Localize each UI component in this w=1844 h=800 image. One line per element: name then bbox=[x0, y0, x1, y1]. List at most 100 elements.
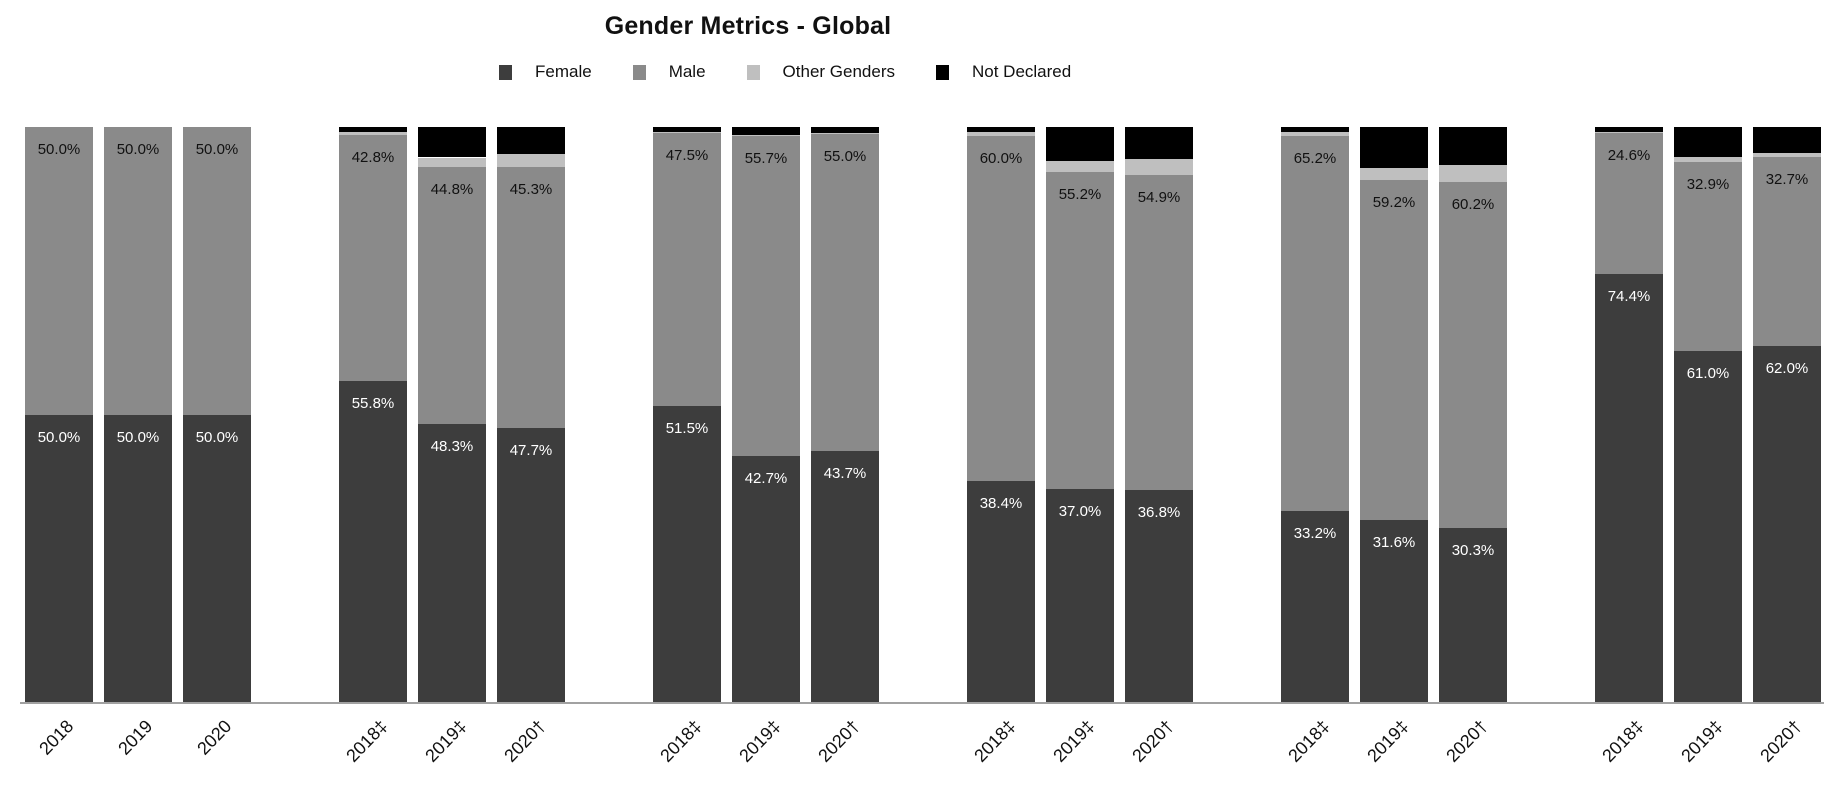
bar-segment-female[interactable] bbox=[497, 427, 565, 702]
bar-segment-other-genders[interactable] bbox=[732, 135, 800, 137]
legend-swatch-icon bbox=[936, 64, 949, 80]
male-percent-label: 44.8% bbox=[430, 180, 474, 198]
bar-segment-female[interactable] bbox=[1674, 351, 1742, 702]
legend-item-male[interactable]: Male bbox=[632, 62, 706, 82]
bar-segment-not-declared[interactable] bbox=[811, 127, 879, 134]
female-percent-label: 37.0% bbox=[1058, 503, 1102, 521]
male-percent-label: 55.0% bbox=[823, 148, 867, 166]
bar-segment-other-genders[interactable] bbox=[1281, 132, 1349, 137]
bar-segment-female[interactable] bbox=[967, 481, 1035, 702]
bar-segment-female[interactable] bbox=[104, 414, 172, 702]
bar-segment-not-declared[interactable] bbox=[339, 127, 407, 133]
stacked-bar: 42.8% 55.8% bbox=[339, 127, 407, 702]
bar-segment-male[interactable] bbox=[1595, 132, 1663, 275]
male-percent-label: 24.6% bbox=[1607, 146, 1651, 164]
bar-segment-other-genders[interactable] bbox=[1046, 160, 1114, 172]
bar-segment-female[interactable] bbox=[1439, 527, 1507, 702]
bar-segment-male[interactable] bbox=[967, 136, 1035, 482]
female-percent-label: 48.3% bbox=[430, 438, 474, 456]
bar-segment-female[interactable] bbox=[732, 456, 800, 702]
bar-segment-male[interactable] bbox=[1360, 179, 1428, 521]
bar-segment-other-genders[interactable] bbox=[1753, 152, 1821, 158]
bar-segment-female[interactable] bbox=[418, 424, 486, 702]
bar-segment-not-declared[interactable] bbox=[732, 127, 800, 136]
bar-segment-male[interactable] bbox=[25, 127, 93, 415]
male-percent-label: 65.2% bbox=[1293, 150, 1337, 168]
female-percent-label: 33.2% bbox=[1293, 525, 1337, 543]
bar-segment-not-declared[interactable] bbox=[967, 127, 1035, 133]
x-tick-label: 2018‡ bbox=[970, 716, 1020, 766]
bar-segment-female[interactable] bbox=[1595, 274, 1663, 702]
x-tick-label: 2018 bbox=[35, 716, 78, 759]
bar-segment-female[interactable] bbox=[1753, 345, 1821, 702]
bar-segment-male[interactable] bbox=[183, 127, 251, 415]
bar-segment-female[interactable] bbox=[339, 381, 407, 702]
male-percent-label: 50.0% bbox=[195, 141, 239, 158]
bar-segment-not-declared[interactable] bbox=[418, 127, 486, 158]
bar-segment-female[interactable] bbox=[653, 405, 721, 702]
bar-segment-male[interactable] bbox=[1439, 181, 1507, 528]
bar-segment-other-genders[interactable] bbox=[811, 133, 879, 135]
bar-segment-male[interactable] bbox=[653, 132, 721, 406]
bar-segment-not-declared[interactable] bbox=[497, 127, 565, 155]
bar-segment-not-declared[interactable] bbox=[1046, 127, 1114, 161]
bar-segment-other-genders[interactable] bbox=[967, 132, 1035, 137]
bar-segment-not-declared[interactable] bbox=[1753, 127, 1821, 153]
female-percent-label: 74.4% bbox=[1607, 288, 1651, 306]
legend-label: Other Genders bbox=[782, 62, 895, 81]
male-percent-label: 45.3% bbox=[509, 181, 553, 199]
bar-segment-male[interactable] bbox=[497, 167, 565, 428]
bar-segment-female[interactable] bbox=[1281, 511, 1349, 702]
stacked-bar: 47.5% 51.5% bbox=[653, 127, 721, 702]
bar-segment-male[interactable] bbox=[1281, 136, 1349, 512]
stacked-bar: 45.3% 47.7% bbox=[497, 127, 565, 702]
bar-segment-other-genders[interactable] bbox=[339, 132, 407, 136]
legend-item-not-declared[interactable]: Not Declared bbox=[936, 62, 1071, 82]
female-percent-label: 50.0% bbox=[37, 428, 81, 446]
bar-segment-other-genders[interactable] bbox=[1439, 164, 1507, 182]
x-tick-label: 2018‡ bbox=[1284, 716, 1334, 766]
bar-segment-other-genders[interactable] bbox=[497, 154, 565, 168]
x-tick-label: 2018‡ bbox=[342, 716, 392, 766]
bar-segment-female[interactable] bbox=[1360, 520, 1428, 702]
female-percent-label: 43.7% bbox=[823, 464, 867, 482]
bar-segment-not-declared[interactable] bbox=[1595, 127, 1663, 132]
bar-segment-male[interactable] bbox=[1674, 162, 1742, 352]
bar-segment-male[interactable] bbox=[1125, 174, 1193, 491]
bar-segment-female[interactable] bbox=[1046, 489, 1114, 702]
bar-segment-not-declared[interactable] bbox=[1125, 127, 1193, 159]
legend-label: Male bbox=[668, 62, 706, 81]
bar-segment-male[interactable] bbox=[418, 166, 486, 425]
bar-segment-not-declared[interactable] bbox=[1674, 127, 1742, 157]
legend-item-other-genders[interactable]: Other Genders bbox=[746, 62, 895, 82]
bar-segment-male[interactable] bbox=[1753, 157, 1821, 346]
bar-segment-female[interactable] bbox=[25, 414, 93, 702]
bar-segment-other-genders[interactable] bbox=[653, 131, 721, 133]
bar-segment-other-genders[interactable] bbox=[1595, 131, 1663, 133]
bar-segment-not-declared[interactable] bbox=[653, 127, 721, 132]
legend-item-female[interactable]: Female bbox=[499, 62, 592, 82]
bar-segment-not-declared[interactable] bbox=[1281, 127, 1349, 133]
bar-segment-other-genders[interactable] bbox=[1360, 168, 1428, 180]
legend-swatch-icon bbox=[632, 64, 646, 80]
bar-segment-male[interactable] bbox=[732, 136, 800, 457]
female-percent-label: 50.0% bbox=[116, 428, 160, 446]
female-percent-label: 51.5% bbox=[665, 419, 709, 437]
stacked-bar: 55.0% 43.7% bbox=[811, 127, 879, 702]
bar-segment-other-genders[interactable] bbox=[418, 157, 486, 167]
bar-segment-female[interactable] bbox=[811, 450, 879, 702]
bar-segment-male[interactable] bbox=[811, 134, 879, 451]
bar-segment-female[interactable] bbox=[1125, 490, 1193, 702]
female-percent-label: 47.7% bbox=[509, 441, 553, 459]
bar-segment-other-genders[interactable] bbox=[1674, 156, 1742, 163]
bar-segment-male[interactable] bbox=[104, 127, 172, 415]
bar-segment-other-genders[interactable] bbox=[1125, 158, 1193, 175]
bar-segment-not-declared[interactable] bbox=[1360, 127, 1428, 169]
bar-segment-male[interactable] bbox=[339, 135, 407, 382]
female-percent-label: 31.6% bbox=[1372, 534, 1416, 552]
bar-segment-female[interactable] bbox=[183, 414, 251, 702]
male-percent-label: 54.9% bbox=[1137, 188, 1181, 206]
bar-segment-not-declared[interactable] bbox=[1439, 127, 1507, 165]
bar-segment-male[interactable] bbox=[1046, 171, 1114, 490]
